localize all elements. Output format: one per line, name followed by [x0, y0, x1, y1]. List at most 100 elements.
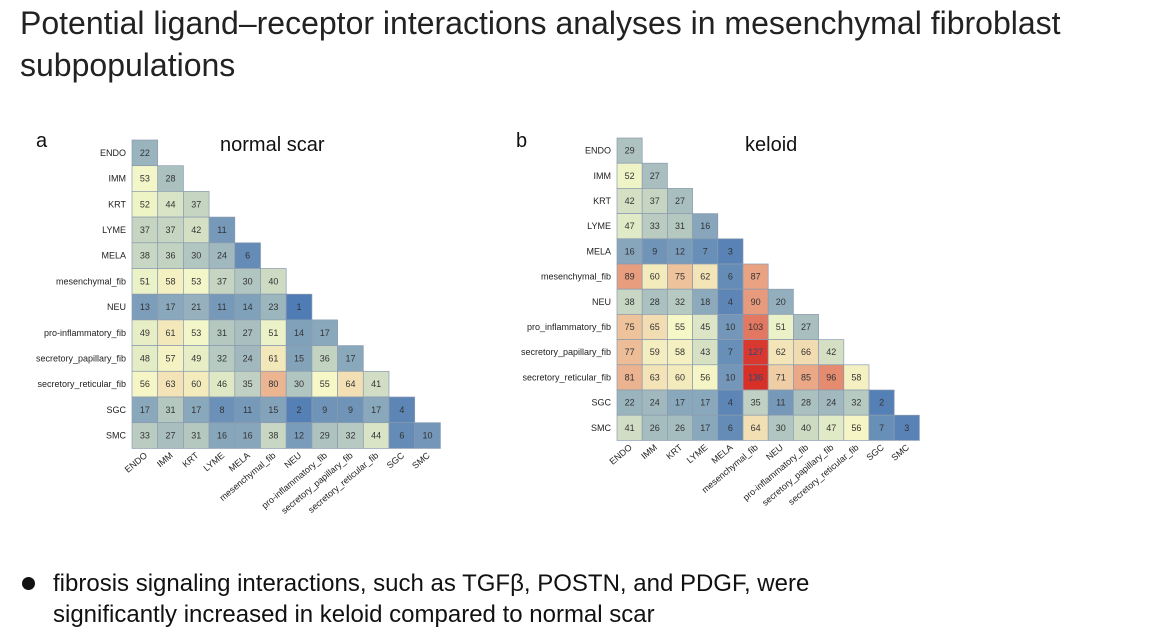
cell-value-label: 55 [675, 322, 685, 332]
cell-value-label: 6 [728, 272, 733, 282]
cell-value-label: 58 [675, 347, 685, 357]
heatmap-cell [337, 422, 364, 449]
cell-value-label: 61 [268, 353, 278, 363]
heatmap-cell [767, 339, 794, 366]
cell-value-label: 15 [294, 353, 304, 363]
cell-value-label: 63 [166, 379, 176, 389]
cell-value-label: 32 [675, 297, 685, 307]
cell-value-label: 11 [217, 302, 226, 312]
heatmap-cell [667, 288, 693, 315]
heatmap-cell [717, 389, 744, 416]
heatmap-cell [667, 263, 693, 290]
row-label: LYME [587, 221, 611, 231]
cell-value-label: 31 [217, 328, 227, 338]
cell-value-label: 32 [217, 353, 227, 363]
cell-value-label: 26 [650, 423, 660, 433]
cell-value-label: 60 [675, 372, 685, 382]
cell-value-label: 53 [191, 276, 201, 286]
cell-value-label: 44 [371, 431, 381, 441]
heatmap-cell [362, 396, 390, 424]
cell-value-label: 11 [243, 405, 252, 415]
heatmap-cell [717, 414, 744, 441]
heatmap-cell [767, 364, 794, 391]
heatmap-cell [843, 389, 870, 416]
cell-value-label: 56 [851, 423, 861, 433]
bullet-dot-icon [22, 577, 35, 590]
row-label: secretory_reticular_fib [37, 379, 126, 389]
heatmap-cell [337, 396, 364, 424]
heatmap-cell [234, 345, 261, 372]
heatmap-cell [667, 188, 693, 214]
cell-value-label: 12 [294, 431, 304, 441]
column-label: IMM [639, 442, 659, 461]
column-label: LYME [685, 442, 710, 465]
row-label: pro_inflammatory_fib [527, 322, 611, 332]
cell-value-label: 36 [166, 251, 176, 261]
cell-value-label: 11 [217, 225, 226, 235]
heatmap-cell [692, 314, 719, 340]
cell-value-label: 42 [191, 225, 201, 235]
heatmap-cell [131, 216, 159, 244]
cell-value-label: 16 [625, 246, 635, 256]
cell-value-label: 71 [776, 372, 786, 382]
cell-value-label: 35 [243, 379, 253, 389]
row-label: SGC [106, 405, 126, 415]
heatmap-cell [616, 213, 643, 240]
cell-value-label: 4 [399, 405, 404, 415]
cell-value-label: 28 [801, 398, 811, 408]
heatmap-cell [131, 139, 159, 167]
cell-value-label: 23 [268, 302, 278, 312]
cell-value-label: 75 [675, 272, 685, 282]
row-label: pro-inflammatory_fib [44, 328, 126, 338]
cell-value-label: 10 [725, 322, 735, 332]
column-label: SMC [889, 442, 911, 463]
heatmap-cell [667, 339, 693, 366]
cell-value-label: 43 [700, 347, 710, 357]
heatmap-cell [157, 396, 184, 424]
heatmap-cell [131, 242, 159, 269]
cell-value-label: 96 [826, 372, 836, 382]
cell-value-label: 47 [826, 423, 836, 433]
cell-value-label: 52 [625, 171, 635, 181]
cell-value-label: 33 [650, 221, 660, 231]
row-label: IMM [109, 174, 127, 184]
heatmap-cell [868, 414, 895, 441]
cell-value-label: 7 [879, 423, 884, 433]
cell-value-label: 42 [826, 347, 836, 357]
cell-value-label: 12 [675, 246, 685, 256]
cell-value-label: 32 [345, 431, 355, 441]
cell-value-label: 15 [268, 405, 278, 415]
cell-value-label: 6 [245, 251, 250, 261]
heatmap-cell [157, 293, 184, 321]
cell-value-label: 38 [625, 297, 635, 307]
heatmap-cell [616, 389, 643, 416]
cell-value-label: 37 [217, 276, 227, 286]
chart-title-normal-scar: normal scar [220, 134, 325, 156]
cell-value-label: 3 [904, 423, 909, 433]
heatmap-cell [641, 263, 668, 290]
cell-value-label: 87 [751, 272, 761, 282]
heatmap-cell [131, 165, 159, 192]
cell-value-label: 75 [625, 322, 635, 332]
heatmap-cell [183, 370, 210, 398]
row-label: secretory_reticular_fib [522, 372, 611, 382]
heatmap-cell [793, 389, 819, 416]
heatmap-cell [742, 314, 769, 340]
cell-value-label: 17 [700, 398, 710, 408]
cell-value-label: 11 [776, 398, 785, 408]
cell-value-label: 52 [140, 199, 150, 209]
heatmap-cell [692, 288, 719, 315]
cell-value-label: 77 [625, 347, 635, 357]
cell-value-label: 21 [191, 302, 201, 312]
row-label: MELA [101, 251, 126, 261]
cell-value-label: 57 [166, 353, 176, 363]
cell-value-label: 16 [217, 431, 227, 441]
heatmap-cell [414, 422, 441, 449]
row-label: NEU [107, 302, 126, 312]
cell-value-label: 27 [166, 431, 176, 441]
cell-value-label: 37 [191, 199, 201, 209]
row-label: LYME [102, 225, 126, 235]
column-label: KRT [180, 450, 200, 469]
heatmap-cell [793, 314, 819, 340]
cell-value-label: 65 [650, 322, 660, 332]
